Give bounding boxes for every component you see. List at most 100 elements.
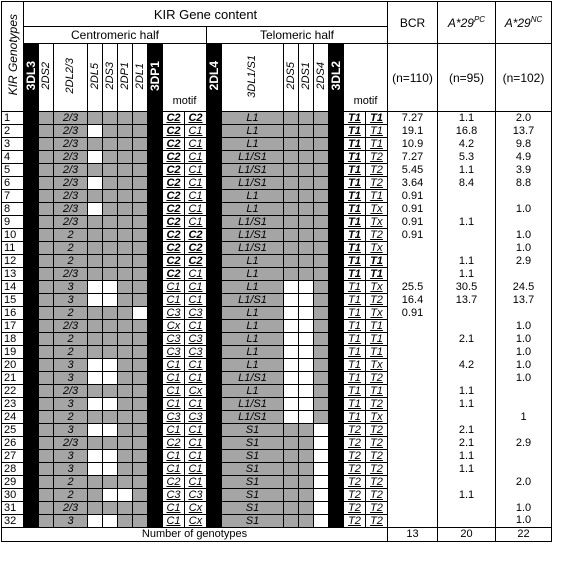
presence-2ds5	[283, 306, 299, 320]
nc-value: 13.7	[495, 124, 552, 138]
presence-2ds4	[313, 436, 329, 450]
pc-value: 2.1	[437, 436, 496, 450]
presence-2ds4	[313, 293, 329, 307]
cen-motif-a: C2	[162, 267, 185, 281]
cen-motif-b: C1	[184, 202, 207, 216]
presence-2ds1	[298, 423, 314, 437]
presence-2dl1	[132, 475, 148, 489]
cen-motif-b: C3	[184, 332, 207, 346]
presence-2ds3	[102, 358, 118, 372]
presence-2dl1	[132, 150, 148, 164]
telomeric-header: Telomeric half	[206, 26, 388, 44]
pc-value	[437, 345, 496, 359]
pc-value	[437, 189, 496, 203]
presence-2dl23: 3	[53, 462, 88, 476]
presence-2ds3	[102, 228, 118, 242]
cen-motif-a: C1	[162, 397, 185, 411]
tel-motif-b: T1	[365, 345, 388, 359]
cen-motif-a: C3	[162, 488, 185, 502]
tel-motif-b: T2	[365, 488, 388, 502]
presence-2dl4	[206, 514, 222, 528]
tel-motif-a: T1	[343, 189, 366, 203]
genotype-row: 26 2/3 C2 C1 S1 T2 T2 2.1 2.9	[1, 436, 552, 450]
presence-2dp1	[117, 384, 133, 398]
presence-2ds1	[298, 449, 314, 463]
presence-2ds2	[38, 319, 54, 333]
presence-2ds1	[298, 371, 314, 385]
tel-motif-b: T2	[365, 293, 388, 307]
presence-2ds2	[38, 332, 54, 346]
tel-motif-b: T2	[365, 475, 388, 489]
presence-2ds5	[283, 475, 299, 489]
presence-2ds1	[298, 293, 314, 307]
presence-3dl1s1: L1	[221, 358, 284, 372]
presence-2ds4	[313, 449, 329, 463]
genotype-number: 6	[1, 176, 24, 190]
presence-2ds5	[283, 384, 299, 398]
cen-motif-b: Cx	[184, 384, 207, 398]
presence-2dl5	[87, 332, 103, 346]
genotype-number: 1	[1, 111, 24, 125]
presence-2ds2	[38, 189, 54, 203]
presence-2dl5	[87, 410, 103, 424]
presence-3dl1s1: L1	[221, 137, 284, 151]
presence-3dp1	[147, 488, 163, 502]
bcr-value	[387, 397, 438, 411]
pc-value	[437, 514, 496, 528]
presence-3dl3	[23, 124, 39, 138]
presence-2dl1	[132, 137, 148, 151]
presence-2dl23: 2/3	[53, 436, 88, 450]
bcr-header: BCR	[387, 1, 438, 44]
presence-2ds4	[313, 280, 329, 294]
cen-motif-b: C1	[184, 436, 207, 450]
presence-2ds3	[102, 345, 118, 359]
presence-3dl2	[328, 397, 344, 411]
tel-motif-b: T2	[365, 462, 388, 476]
presence-2ds2	[38, 137, 54, 151]
presence-3dl2	[328, 423, 344, 437]
tel-motif-b: T2	[365, 449, 388, 463]
cen-motif-a: C1	[162, 358, 185, 372]
presence-2ds4	[313, 254, 329, 268]
cen-motif-b: C1	[184, 124, 207, 138]
bcr-value	[387, 436, 438, 450]
presence-2dl1	[132, 306, 148, 320]
presence-2ds3	[102, 449, 118, 463]
cen-motif-a: C3	[162, 410, 185, 424]
presence-2dp1	[117, 501, 133, 515]
col-2ds3: 2DS3	[102, 43, 118, 112]
presence-2dp1	[117, 436, 133, 450]
pc-value: 2.1	[437, 332, 496, 346]
presence-2ds2	[38, 462, 54, 476]
presence-3dl1s1: L1	[221, 345, 284, 359]
presence-2ds1	[298, 280, 314, 294]
nc-value: 2.9	[495, 254, 552, 268]
presence-2dl4	[206, 462, 222, 476]
tel-motif-b: T1	[365, 384, 388, 398]
cen-motif-a: C2	[162, 111, 185, 125]
nc-value: 1.0	[495, 501, 552, 515]
presence-3dp1	[147, 189, 163, 203]
presence-3dp1	[147, 410, 163, 424]
bcr-value: 5.45	[387, 163, 438, 177]
presence-3dl1s1: L1	[221, 384, 284, 398]
nc-value	[495, 384, 552, 398]
presence-2dl4	[206, 384, 222, 398]
presence-3dp1	[147, 124, 163, 138]
genotype-row: 16 2 C3 C3 L1 T1 Tx 0.91	[1, 306, 552, 320]
presence-3dl1s1: L1	[221, 111, 284, 125]
presence-3dl2	[328, 241, 344, 255]
genotype-number: 22	[1, 384, 24, 398]
presence-2dl23: 3	[53, 280, 88, 294]
genotype-row: 29 2 C2 C1 S1 T2 T2 2.0	[1, 475, 552, 489]
presence-2dl4	[206, 267, 222, 281]
tel-motif-a: T1	[343, 306, 366, 320]
presence-3dl1s1: L1	[221, 202, 284, 216]
tel-motif-a: T1	[343, 358, 366, 372]
presence-2dl1	[132, 280, 148, 294]
presence-3dp1	[147, 384, 163, 398]
nc-value: 1.0	[495, 345, 552, 359]
presence-2dl5	[87, 137, 103, 151]
presence-3dl3	[23, 111, 39, 125]
pc-value	[437, 228, 496, 242]
